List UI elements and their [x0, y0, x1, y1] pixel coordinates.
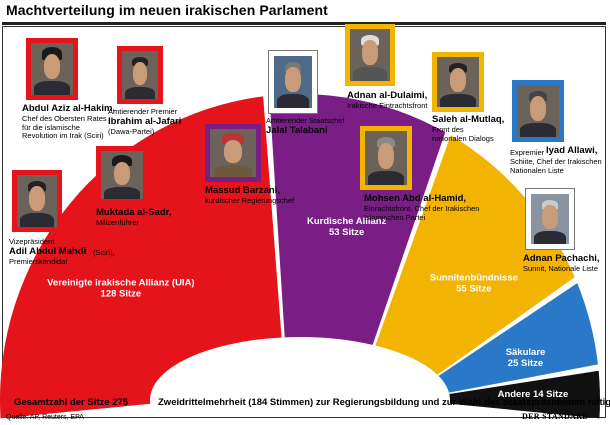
source-note: Quelle: AP, Reuters, EPA	[6, 414, 84, 421]
note-al-hakim: Chef des Obersten Rates für die islamisc…	[22, 114, 107, 140]
note-al-sadr: Milizenführer	[96, 218, 139, 227]
seat-segment-3	[438, 283, 598, 393]
chart-frame	[2, 26, 606, 418]
seat-segment-2	[375, 135, 575, 375]
name-pachachi: Adnan Pachachi,	[523, 253, 600, 264]
note-barzani: kurdischer Regierungschef	[205, 196, 295, 205]
name-al-dulaimi: Adnan al-Dulaimi,	[347, 90, 428, 101]
portrait-pachachi	[525, 188, 575, 250]
footer-majority: Zweidrittelmehrheit (184 Stimmen) zur Re…	[158, 397, 610, 408]
pre-talabani: Amtierender Staatschef	[266, 116, 345, 125]
pre-al-jafari: Amtierender Premier	[108, 107, 178, 116]
segment-label-0: Vereinigte irakische Allianz (UIA) 128 Si…	[47, 277, 194, 299]
segment-label-1: Kurdische Allianz 53 Sitze	[307, 216, 387, 238]
portrait-al-jafari	[117, 46, 163, 104]
title-rule	[2, 22, 606, 25]
portrait-al-hakim	[26, 38, 78, 100]
name-talabani: Jalal Talabani	[266, 125, 328, 136]
name-barzani: Massud Barzani,	[205, 185, 280, 196]
pre-allawi: Expremier	[510, 148, 545, 157]
portrait-al-dulaimi	[345, 24, 395, 86]
name-abdul-mahdi: Adil Abdul Mahdi	[9, 246, 87, 257]
footer-total: Gesamtzahl der Sitze 275	[14, 397, 129, 408]
note-al-mutlaq: Front des nationalen Dialogs	[432, 125, 494, 143]
segment-label-2: Sunnitenbündnisse 55 Sitze	[430, 273, 518, 295]
note-abdul-mahdi: Premierskandidat	[9, 257, 68, 266]
chart-title: Machtverteilung im neuen irakischen Parl…	[6, 2, 328, 18]
note-al-dulaimi: Irakische Eintrachtsfront	[347, 101, 428, 110]
segment-label-3: Säkulare 25 Sitze	[506, 347, 546, 369]
portrait-abd-al-hamid	[360, 126, 412, 190]
pre-abdul-mahdi: Vizepräsident	[9, 237, 55, 246]
note-allawi: Schiite, Chef der Irakischen Nationalen …	[510, 157, 602, 175]
portrait-abdul-mahdi	[12, 170, 62, 232]
note-al-jafari: (Dawa-Partei)	[108, 127, 155, 136]
name-al-sadr: Muktada al-Sadr,	[96, 207, 172, 218]
suffix-abdul-mahdi: (Sciri),	[93, 248, 115, 257]
name-abd-al-hamid: Mohsen Abd al-Hamid,	[364, 193, 467, 204]
name-al-jafari: Ibrahim al-Jafari	[108, 116, 182, 127]
name-al-mutlaq: Saleh al-Mutlaq,	[432, 114, 505, 125]
seat-segment-4	[449, 370, 600, 419]
name-al-hakim: Abdul Aziz al-Hakim,	[22, 103, 116, 114]
note-abd-al-hamid: Einrachtsfront, Chef der Irakischen Isla…	[364, 204, 480, 222]
portrait-allawi	[512, 80, 564, 142]
portrait-al-mutlaq	[432, 52, 484, 112]
segment-label-4: Andere 14 Sitze	[498, 389, 569, 400]
name-allawi: Iyad Allawi,	[546, 145, 598, 156]
portrait-al-sadr	[96, 146, 148, 204]
portrait-talabani	[268, 50, 318, 114]
portrait-barzani	[205, 124, 261, 182]
brand-logo: DER STANDARD	[522, 412, 589, 421]
note-pachachi: Sunnit, Nationale Liste	[523, 264, 599, 273]
